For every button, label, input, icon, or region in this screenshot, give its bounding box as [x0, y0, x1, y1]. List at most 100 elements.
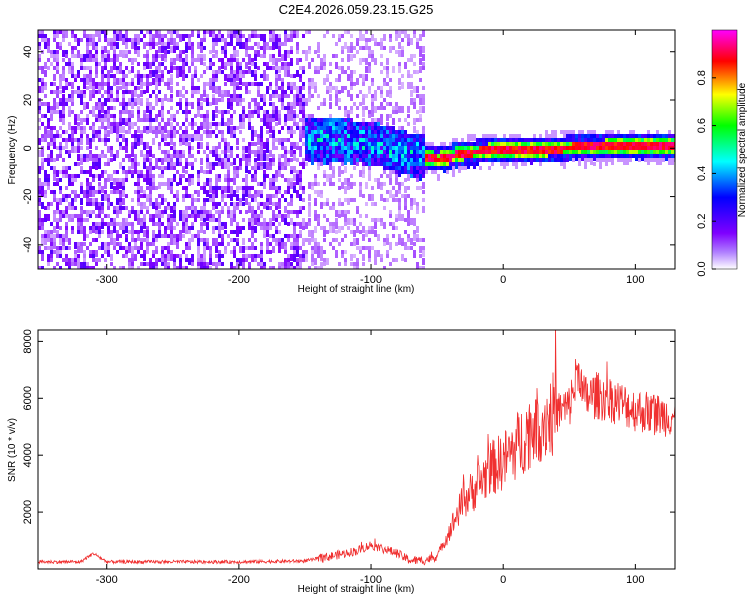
spectrogram-cell: [302, 258, 305, 262]
spectrogram-cell: [206, 246, 209, 250]
spectrogram-cell: [362, 78, 365, 82]
spectrogram-cell: [359, 186, 362, 190]
spectrogram-cell: [161, 234, 164, 238]
spectrogram-cell: [77, 218, 80, 222]
spectrogram-cell: [218, 262, 221, 266]
spectrogram-cell: [218, 66, 221, 73]
spectrogram-cell: [401, 158, 404, 162]
spectrogram-cell: [338, 178, 341, 182]
spectrogram-cell: [611, 134, 614, 138]
spectrogram-cell: [332, 34, 335, 38]
spectrogram-cell: [95, 54, 98, 61]
spectrogram-cell: [242, 138, 245, 142]
spectrogram-cell: [272, 238, 275, 242]
spectrogram-cell: [371, 106, 374, 113]
spectrogram-cell: [269, 126, 272, 133]
spectrogram-cell: [263, 182, 266, 189]
spectrogram-cell: [125, 122, 128, 126]
spectrogram-cell: [248, 142, 251, 146]
spectrogram-cell: [371, 142, 374, 146]
spectrogram-cell: [203, 118, 206, 122]
spectrogram-cell: [242, 58, 245, 62]
spectrogram-cell: [359, 74, 362, 78]
spectrogram-cell: [131, 146, 134, 150]
spectrogram-cell: [179, 50, 182, 57]
spectrogram-cell: [95, 158, 98, 162]
spectrogram-cell: [380, 62, 383, 66]
spectrogram-cell: [647, 150, 650, 157]
spectrogram-cell: [563, 138, 566, 142]
spectrogram-cell: [125, 206, 128, 210]
spectrogram-cell: [338, 226, 341, 233]
spectrogram-cell: [551, 146, 554, 150]
spectrogram-cell: [290, 266, 293, 269]
spectrogram-cell: [617, 146, 620, 150]
spectrogram-cell: [107, 246, 110, 250]
spectrogram-cell: [263, 218, 266, 222]
spectrogram-cell: [194, 130, 197, 137]
spectrogram-cell: [149, 162, 152, 169]
spectrogram-cell: [44, 126, 47, 130]
spectrogram-cell: [335, 150, 338, 157]
spectrogram-cell: [41, 102, 44, 106]
spectrogram-cell: [374, 162, 377, 166]
spectrogram-cell: [356, 226, 359, 233]
spectrogram-cell: [254, 50, 257, 54]
spectrogram-cell: [146, 178, 149, 185]
spectrogram-cell: [368, 86, 371, 90]
spectrogram-cell: [110, 90, 113, 94]
spectrogram-cell: [248, 146, 251, 153]
spectrogram-cell: [185, 186, 188, 190]
spectrogram-cell: [422, 162, 425, 166]
y-tick-label: -20: [22, 189, 34, 205]
spectrogram-cell: [311, 150, 314, 154]
spectrogram-cell: [197, 86, 200, 90]
spectrogram-cell: [59, 90, 62, 94]
spectrogram-cell: [104, 102, 107, 106]
spectrogram-cell: [182, 62, 185, 66]
spectrogram-cell: [38, 202, 41, 206]
spectrogram-cell: [119, 226, 122, 230]
spectrogram-cell: [392, 134, 395, 138]
spectrogram-cell: [314, 130, 317, 134]
spectrogram-cell: [164, 182, 167, 186]
spectrogram-cell: [410, 82, 413, 89]
spectrogram-cell: [98, 30, 101, 34]
spectrogram-cell: [188, 206, 191, 210]
spectrogram-cell: [131, 142, 134, 146]
spectrogram-cell: [413, 146, 416, 150]
spectrogram-cell: [272, 210, 275, 214]
spectrogram-cell: [95, 190, 98, 194]
spectrogram-cell: [92, 178, 95, 182]
spectrogram-cell: [290, 114, 293, 121]
spectrogram-cell: [95, 250, 98, 257]
spectrogram-cell: [629, 134, 632, 138]
spectrogram-cell: [206, 66, 209, 70]
spectrogram-cell: [47, 122, 50, 129]
spectrogram-cell: [161, 150, 164, 154]
spectrogram-cell: [122, 190, 125, 197]
spectrogram-cell: [137, 234, 140, 241]
spectrogram-cell: [74, 146, 77, 153]
spectrogram-cell: [302, 114, 305, 118]
spectrogram-cell: [650, 134, 653, 141]
spectrogram-cell: [134, 182, 137, 186]
spectrogram-cell: [209, 162, 212, 169]
spectrogram-cell: [155, 134, 158, 138]
spectrogram-cell: [164, 122, 167, 129]
spectrogram-cell: [368, 122, 371, 126]
y-tick-label: 8000: [22, 329, 34, 353]
spectrogram-cell: [74, 126, 77, 130]
spectrogram-cell: [83, 74, 86, 78]
spectrogram-cell: [56, 206, 59, 213]
spectrogram-cell: [146, 98, 149, 102]
spectrogram-cell: [584, 162, 587, 169]
spectrogram-cell: [95, 62, 98, 66]
spectrogram-cell: [167, 202, 170, 206]
spectrogram-cell: [161, 194, 164, 198]
spectrogram-cell: [293, 154, 296, 161]
spectrogram-cell: [257, 206, 260, 210]
spectrogram-cell: [185, 118, 188, 122]
spectrogram-cell: [353, 122, 356, 126]
spectrogram-cell: [302, 158, 305, 165]
